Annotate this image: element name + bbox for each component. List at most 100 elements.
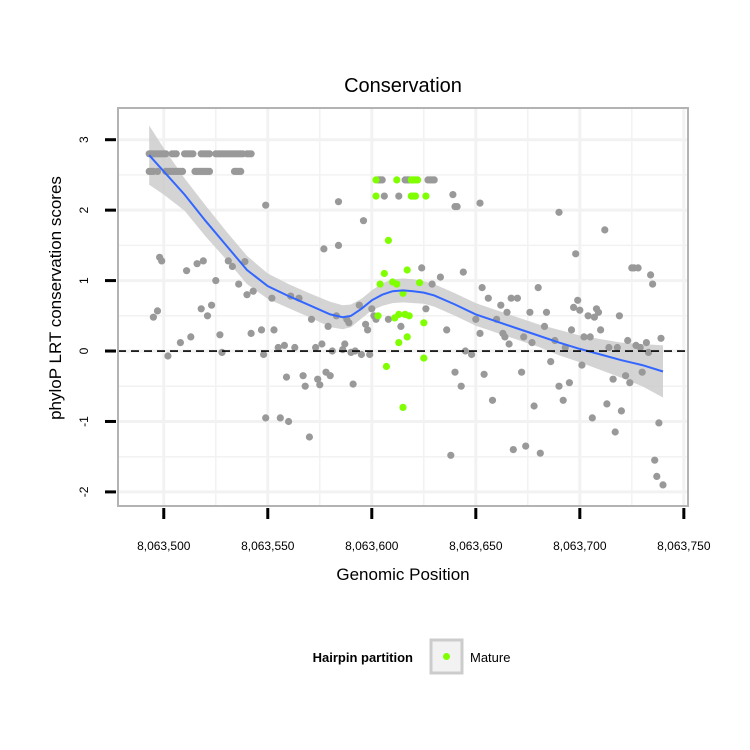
- point-other: [395, 192, 403, 200]
- point-other: [299, 372, 307, 380]
- point-other: [397, 322, 405, 330]
- point-other: [274, 343, 282, 352]
- point-other: [507, 294, 515, 302]
- point-other: [199, 257, 207, 265]
- point-other: [534, 284, 542, 292]
- point-other: [644, 348, 653, 356]
- point-other: [235, 280, 243, 288]
- point-other: [590, 313, 599, 321]
- point-other: [476, 329, 484, 337]
- point-other: [518, 368, 526, 376]
- point-other: [617, 407, 626, 415]
- point-other: [449, 191, 457, 199]
- point-other: [422, 305, 430, 313]
- point-other: [567, 326, 576, 334]
- point-other: [574, 296, 582, 304]
- point-other: [205, 150, 214, 158]
- point-other: [307, 315, 316, 323]
- point-other: [468, 350, 476, 359]
- point-other: [260, 350, 268, 359]
- point-mature: [374, 312, 382, 320]
- point-other: [247, 329, 255, 337]
- point-other: [576, 306, 584, 314]
- point-other: [366, 350, 374, 359]
- point-other: [659, 481, 667, 489]
- point-other: [205, 167, 214, 175]
- point-other: [611, 428, 619, 436]
- point-other: [345, 319, 353, 327]
- point-other: [362, 320, 370, 328]
- point-other: [613, 343, 621, 352]
- point-mature: [380, 269, 388, 278]
- point-other: [540, 322, 549, 330]
- point-other: [547, 358, 555, 366]
- point-other: [457, 382, 465, 390]
- point-other: [224, 257, 232, 265]
- x-tick-label: 8,063,650: [449, 539, 503, 553]
- point-other: [324, 322, 332, 330]
- point-other: [189, 150, 197, 158]
- gridlines: [118, 108, 688, 506]
- point-mature: [384, 236, 392, 244]
- point-other: [655, 419, 663, 427]
- point-other: [649, 280, 657, 288]
- x-tick-label: 8,063,600: [345, 539, 399, 553]
- point-other: [197, 305, 205, 313]
- point-other: [572, 250, 580, 258]
- point-other: [634, 264, 642, 272]
- point-other: [542, 308, 551, 316]
- point-other: [418, 264, 426, 272]
- point-other: [615, 312, 624, 320]
- point-other: [653, 472, 661, 480]
- point-other: [520, 333, 528, 341]
- point-mature: [395, 339, 403, 347]
- point-other: [530, 402, 538, 410]
- point-other: [522, 442, 530, 450]
- point-other: [555, 208, 563, 216]
- point-other: [162, 150, 170, 158]
- y-tick-label: -2: [77, 486, 91, 497]
- point-other: [443, 326, 451, 334]
- point-other: [459, 268, 467, 276]
- point-other: [262, 201, 270, 209]
- point-other: [647, 271, 655, 279]
- point-other: [451, 368, 459, 376]
- point-other: [320, 245, 328, 253]
- point-other: [282, 373, 291, 381]
- y-tick-label: 1: [77, 277, 91, 284]
- point-other: [380, 192, 388, 200]
- point-other: [555, 382, 563, 390]
- point-mature: [403, 266, 411, 274]
- point-other: [153, 307, 162, 315]
- x-tick-label: 8,063,700: [553, 539, 607, 553]
- point-other: [584, 312, 592, 320]
- point-other: [526, 308, 534, 316]
- point-other: [183, 267, 191, 275]
- point-other: [276, 414, 284, 422]
- point-mature: [393, 176, 401, 184]
- point-other: [624, 336, 632, 345]
- point-other: [651, 456, 659, 464]
- smooth-line-layer: [148, 154, 664, 373]
- point-other: [503, 308, 511, 316]
- point-other: [216, 331, 224, 339]
- point-other: [638, 368, 646, 376]
- point-other: [378, 176, 386, 184]
- point-other: [318, 340, 326, 348]
- point-other: [178, 167, 187, 175]
- point-mature: [382, 362, 390, 371]
- point-other: [368, 305, 376, 313]
- point-other: [316, 381, 324, 389]
- x-tick-label: 8,063,750: [657, 539, 711, 553]
- point-other: [355, 301, 363, 309]
- point-other: [341, 340, 349, 348]
- point-other: [476, 199, 484, 207]
- point-mature: [416, 279, 424, 287]
- point-other: [588, 414, 596, 422]
- point-other: [312, 343, 320, 352]
- point-other: [626, 379, 634, 387]
- point-other: [565, 379, 574, 387]
- point-other: [601, 226, 609, 234]
- legend-label-mature: Mature: [470, 650, 510, 665]
